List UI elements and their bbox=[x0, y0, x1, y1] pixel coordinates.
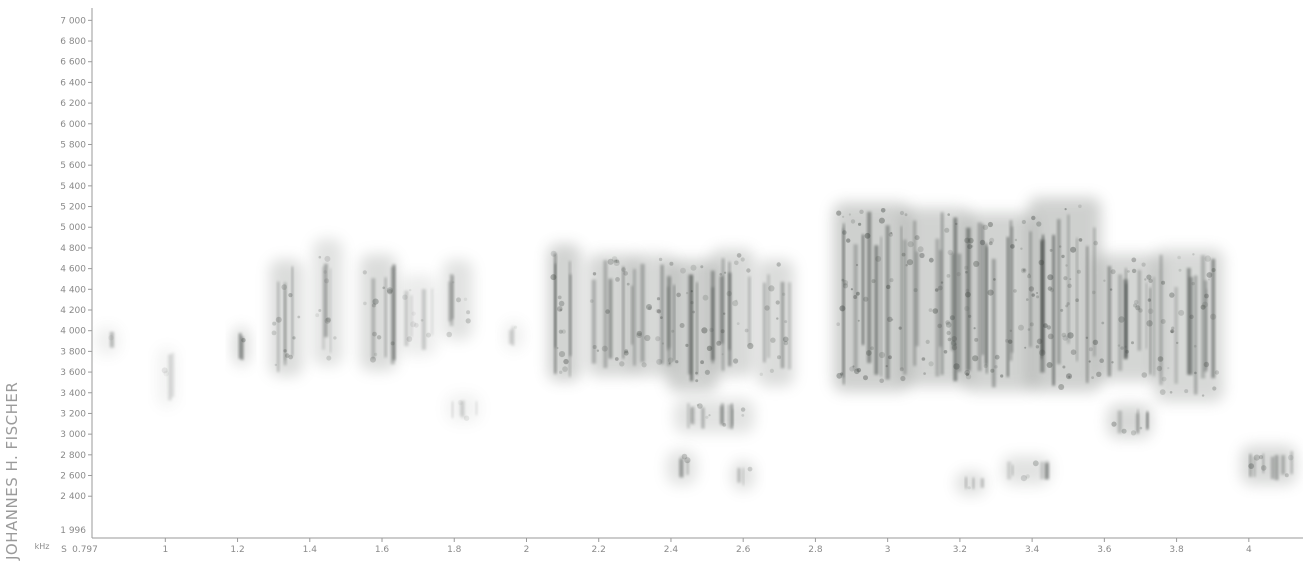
y-tick-label: 2 600 bbox=[60, 472, 86, 482]
y-tick-label: 5 200 bbox=[60, 203, 86, 213]
x-tick-label: 3.4 bbox=[1025, 545, 1040, 555]
y-tick-label: 4 000 bbox=[60, 327, 86, 337]
energy-blob bbox=[757, 259, 795, 387]
y-tick-label: 4 400 bbox=[60, 285, 86, 295]
y-tick-label: 6 400 bbox=[60, 78, 86, 88]
energy-blob bbox=[731, 461, 755, 490]
y-tick-label: 5 600 bbox=[60, 161, 86, 171]
y-tick-label: 3 400 bbox=[60, 389, 86, 399]
energy-blob bbox=[313, 238, 343, 366]
energy-blob bbox=[269, 259, 303, 377]
x-tick-label: 1.8 bbox=[447, 545, 462, 555]
energy-blob bbox=[1154, 249, 1224, 402]
photographer-credit: JOHANNES H. FISCHER bbox=[3, 381, 21, 560]
x-tick-label: 2.6 bbox=[736, 545, 751, 555]
energy-blob bbox=[674, 399, 755, 433]
y-tick-label: 6 600 bbox=[60, 58, 86, 68]
x-tick-label: 1.6 bbox=[375, 545, 390, 555]
x-unit-label: S bbox=[61, 545, 67, 555]
energy-blob bbox=[157, 347, 177, 408]
y-tick-label: 3 000 bbox=[60, 430, 86, 440]
energy-blob bbox=[233, 326, 249, 366]
x-tick-label: 3.2 bbox=[953, 545, 967, 555]
x-tick-label: 3.8 bbox=[1169, 545, 1184, 555]
x-tick-label: 3.6 bbox=[1097, 545, 1112, 555]
x-tick-label: 1.4 bbox=[303, 545, 318, 555]
y-tick-label: 5 000 bbox=[60, 223, 86, 233]
y-tick-label: 4 800 bbox=[60, 244, 86, 254]
y-tick-label: 4 200 bbox=[60, 306, 86, 316]
energy-blob bbox=[710, 249, 755, 377]
spectrogram-energy bbox=[96, 197, 1297, 496]
energy-blob bbox=[443, 259, 473, 340]
energy-blob bbox=[963, 212, 1037, 392]
y-tick-label: 2 400 bbox=[60, 492, 86, 502]
energy-blob bbox=[96, 326, 119, 356]
y-tick-label: 7 000 bbox=[60, 16, 86, 26]
y-tick-label: 6 800 bbox=[60, 37, 86, 47]
axes: 2 400 2 600 2 800 3 000 3 200 3 400 3 600 3 800… bbox=[35, 8, 1303, 555]
energy-blob bbox=[399, 274, 437, 356]
energy-blob bbox=[547, 243, 582, 382]
energy-blob bbox=[666, 450, 697, 485]
energy-blob bbox=[446, 393, 480, 423]
y-unit-label: kHz bbox=[35, 542, 50, 551]
x-tick-label: 3 bbox=[885, 545, 891, 555]
x-tick-label: 2.2 bbox=[592, 545, 606, 555]
energy-blob bbox=[1028, 197, 1102, 392]
energy-blob bbox=[833, 202, 910, 392]
y-tick-label: 3 800 bbox=[60, 347, 86, 357]
y-tick-label: 6 200 bbox=[60, 99, 86, 109]
x-tick-label: 1 bbox=[162, 545, 168, 555]
y-tick-label: 5 800 bbox=[60, 140, 86, 150]
energy-blob bbox=[955, 471, 986, 496]
x-tick-label: 2 bbox=[524, 545, 530, 555]
energy-blob bbox=[901, 207, 972, 387]
energy-blob bbox=[587, 254, 639, 377]
y-tick-label: 5 400 bbox=[60, 182, 86, 192]
y-tick-label: 4 600 bbox=[60, 265, 86, 275]
y-tick-label: 2 800 bbox=[60, 451, 86, 461]
x-tick-label: 2.4 bbox=[664, 545, 679, 555]
y-floor-label: 1 996 bbox=[60, 526, 86, 536]
x-tick-label: 2.8 bbox=[808, 545, 823, 555]
y-tick-label: 3 600 bbox=[60, 368, 86, 378]
energy-blob bbox=[666, 259, 719, 392]
y-tick-label: 3 200 bbox=[60, 409, 86, 419]
energy-blob bbox=[1093, 254, 1163, 382]
energy-blob bbox=[504, 321, 524, 351]
x-start-label: 0.797 bbox=[72, 545, 98, 555]
x-tick-label: 1.2 bbox=[230, 545, 244, 555]
energy-blob bbox=[1107, 404, 1152, 439]
energy-blob bbox=[1002, 456, 1051, 485]
y-tick-label: 6 000 bbox=[60, 120, 86, 130]
energy-blob bbox=[359, 254, 397, 371]
x-tick-label: 4 bbox=[1246, 545, 1252, 555]
energy-blob bbox=[1241, 445, 1297, 485]
